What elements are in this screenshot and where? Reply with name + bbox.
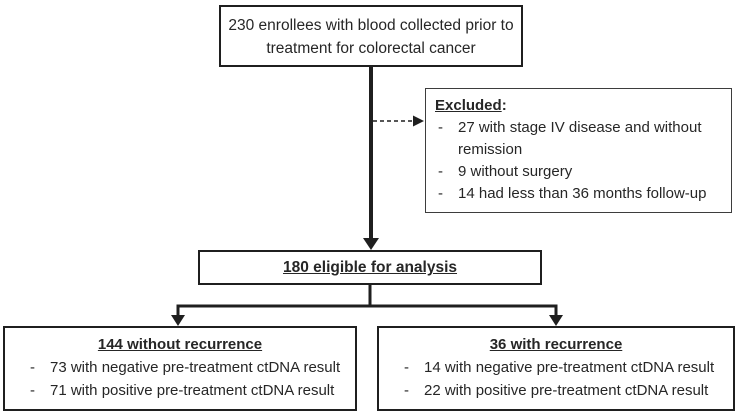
bullet-dash: -	[404, 382, 409, 399]
excluded-item: - 9 without surgery	[438, 161, 723, 183]
enrollees-box-line1: 230 enrollees with blood collected prior…	[228, 17, 514, 34]
left-arrowhead	[171, 315, 185, 326]
no-recurrence-item-text: 71 with positive pre-treatment ctDNA res…	[50, 382, 335, 399]
excluded-item: - 14 had less than 36 months follow-up	[438, 183, 723, 205]
no-recurrence-item-text: 73 with negative pre-treatment ctDNA res…	[50, 359, 341, 376]
recurrence-item-text: 22 with positive pre-treatment ctDNA res…	[424, 382, 709, 399]
recurrence-box: 36 with recurrence - 14 with negative pr…	[377, 326, 735, 411]
eligible-box-title: 180 eligible for analysis	[282, 259, 458, 276]
no-recurrence-item: - 71 with positive pre-treatment ctDNA r…	[30, 379, 355, 402]
bullet-dash: -	[404, 359, 409, 376]
branch-connector	[171, 284, 563, 326]
excluded-item: - 27 with stage IV disease and without r…	[438, 117, 723, 161]
bullet-dash: -	[30, 382, 35, 399]
bullet-dash: -	[438, 185, 443, 202]
no-recurrence-box: 144 without recurrence - 73 with negativ…	[3, 326, 357, 411]
excluded-dashed-arrow	[373, 115, 424, 127]
excluded-item-text: 9 without surgery	[458, 163, 573, 180]
enrollees-box: 230 enrollees with blood collected prior…	[219, 5, 523, 67]
enrollees-box-line2: treatment for colorectal cancer	[266, 40, 476, 57]
bullet-dash: -	[438, 163, 443, 180]
main-arrow	[363, 66, 379, 250]
eligible-box: 180 eligible for analysis	[198, 250, 542, 285]
excluded-box: Excluded: - 27 with stage IV disease and…	[425, 88, 732, 213]
recurrence-item-text: 14 with negative pre-treatment ctDNA res…	[424, 359, 715, 376]
bullet-dash: -	[30, 359, 35, 376]
bullet-dash: -	[438, 119, 443, 136]
excluded-box-heading: Excluded:	[435, 95, 723, 117]
no-recurrence-item: - 73 with negative pre-treatment ctDNA r…	[30, 356, 355, 379]
excluded-box-title-colon: :	[501, 97, 507, 114]
recurrence-box-title: 36 with recurrence	[489, 336, 623, 353]
right-arrowhead	[549, 315, 563, 326]
recurrence-item: - 22 with positive pre-treatment ctDNA r…	[404, 379, 733, 402]
recurrence-item: - 14 with negative pre-treatment ctDNA r…	[404, 356, 733, 379]
excluded-item-text: 14 had less than 36 months follow-up	[458, 185, 707, 202]
no-recurrence-box-title: 144 without recurrence	[97, 336, 263, 353]
excluded-box-title: Excluded	[435, 97, 502, 114]
excluded-item-text: 27 with stage IV disease and without rem…	[458, 119, 702, 158]
